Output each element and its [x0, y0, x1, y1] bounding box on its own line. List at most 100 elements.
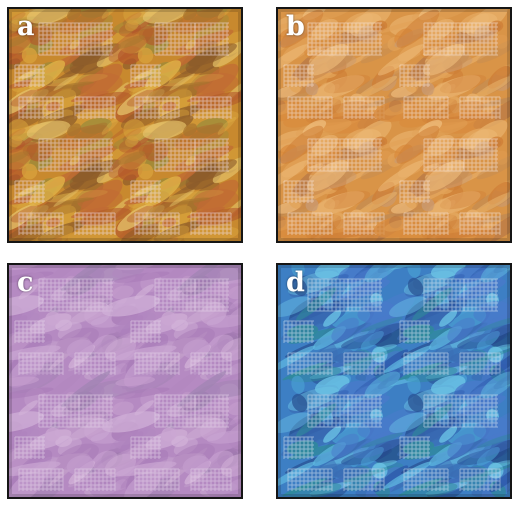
- texture-stroke: [113, 479, 128, 491]
- texture-stroke: [45, 371, 83, 402]
- grid-patch: [38, 22, 80, 56]
- texture-stroke: [280, 125, 324, 164]
- grid-patch: [287, 212, 333, 235]
- texture-stroke: [396, 9, 440, 48]
- grid-patch: [134, 352, 180, 375]
- texture-panel-c: c: [7, 263, 243, 499]
- grid-patch: [459, 468, 501, 491]
- texture-stroke: [206, 455, 230, 478]
- texture-stroke: [116, 35, 146, 49]
- texture-stroke: [278, 103, 296, 116]
- grid-patch: [399, 64, 430, 87]
- grid-patch: [194, 22, 229, 56]
- grid-patch: [283, 320, 314, 343]
- grid-patch: [14, 320, 45, 343]
- grid-patch: [399, 320, 430, 343]
- texture-stroke: [188, 122, 224, 142]
- texture-stroke: [331, 433, 359, 458]
- texture-stroke: [9, 441, 38, 478]
- texture-stroke: [125, 135, 139, 148]
- texture-stroke: [67, 9, 82, 21]
- grid-patch: [134, 212, 180, 235]
- texture-stroke: [286, 324, 319, 339]
- texture-stroke: [63, 40, 102, 75]
- grid-patch: [347, 22, 382, 56]
- texture-stroke: [111, 285, 134, 300]
- texture-stroke: [396, 125, 440, 164]
- texture-stroke: [72, 122, 108, 142]
- texture-stroke: [476, 316, 510, 332]
- texture-stroke: [229, 479, 241, 491]
- grid-patch: [403, 212, 449, 235]
- texture-stroke: [229, 303, 241, 319]
- texture-stroke: [61, 371, 111, 407]
- texture-stroke: [206, 339, 230, 362]
- texture-stroke: [21, 163, 38, 180]
- texture-stroke: [21, 47, 38, 64]
- texture-stroke: [63, 156, 102, 191]
- grid-patch: [403, 352, 449, 375]
- texture-stroke: [291, 375, 305, 394]
- texture-stroke: [137, 47, 154, 64]
- texture-stroke: [9, 135, 23, 148]
- texture-stroke: [123, 119, 146, 141]
- texture-stroke: [169, 189, 195, 207]
- grid-patch: [287, 468, 333, 491]
- texture-stroke: [278, 216, 286, 229]
- texture-stroke: [473, 301, 510, 323]
- texture-stroke: [212, 41, 241, 68]
- texture-stroke: [28, 176, 66, 207]
- texture-stroke: [384, 103, 412, 116]
- texture-stroke: [357, 75, 398, 99]
- texture-stroke: [111, 401, 134, 416]
- texture-stroke: [18, 284, 38, 300]
- texture-stroke: [143, 205, 165, 220]
- texture-stroke: [217, 9, 237, 19]
- texture-stroke: [9, 307, 35, 329]
- texture-stroke: [288, 443, 342, 460]
- texture-stroke: [404, 327, 458, 344]
- texture-stroke: [402, 440, 435, 455]
- grid-patch: [347, 394, 382, 428]
- texture-stroke: [115, 376, 156, 387]
- texture-stroke: [278, 20, 300, 34]
- texture-stroke: [9, 22, 26, 37]
- texture-stroke: [316, 82, 336, 100]
- grid-patch: [287, 352, 333, 375]
- texture-stroke: [305, 198, 319, 212]
- texture-stroke: [193, 188, 239, 211]
- grid-patch: [463, 278, 498, 312]
- texture-stroke: [494, 34, 509, 49]
- texture-stroke: [316, 198, 336, 216]
- texture-image-d: [278, 265, 510, 497]
- texture-stroke: [291, 394, 308, 412]
- texture-stroke: [9, 411, 44, 433]
- texture-stroke: [28, 60, 66, 91]
- texture-stroke: [61, 265, 111, 291]
- texture-stroke: [206, 430, 241, 444]
- grid-patch: [130, 320, 161, 343]
- texture-stroke: [439, 310, 458, 327]
- texture-stroke: [153, 104, 202, 126]
- texture-stroke: [229, 414, 241, 426]
- texture-stroke: [422, 163, 440, 172]
- grid-patch: [307, 394, 349, 428]
- texture-stroke: [188, 9, 224, 26]
- texture-stroke: [9, 119, 30, 141]
- texture-stroke: [357, 191, 398, 215]
- texture-stroke: [144, 176, 182, 207]
- texture-stroke: [360, 432, 403, 448]
- texture-stroke: [447, 317, 475, 342]
- grid-patch: [74, 212, 116, 235]
- texture-stroke: [9, 359, 19, 373]
- texture-stroke: [476, 331, 500, 350]
- texture-stroke: [161, 371, 199, 402]
- grid-patch: [194, 278, 229, 312]
- grid-patch: [283, 180, 314, 203]
- texture-panel-a: a: [7, 7, 243, 243]
- grid-patch: [403, 96, 449, 119]
- texture-stroke: [407, 278, 424, 296]
- grid-patch: [74, 468, 116, 491]
- texture-stroke: [9, 151, 30, 165]
- texture-stroke: [389, 412, 427, 433]
